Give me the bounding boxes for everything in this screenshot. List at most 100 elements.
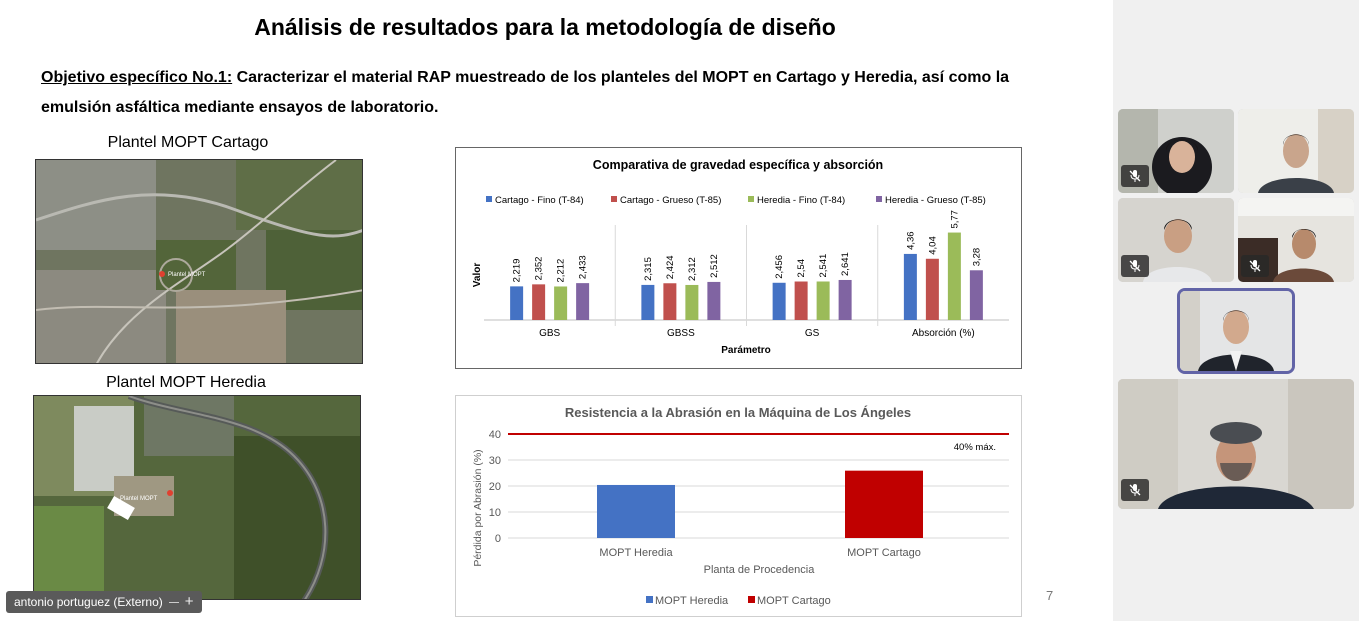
shared-slide: Análisis de resultados para la metodolog… (6, 14, 1054, 617)
slide-title: Análisis de resultados para la metodolog… (254, 14, 836, 40)
chart1-xlabel: Parámetro (721, 345, 770, 356)
chart1-legend-label: Cartago - Fino (T-84) (495, 195, 584, 206)
chart1-ylabel: Valor (472, 263, 483, 288)
chart1-bar (838, 279, 852, 320)
chart1-data-label: 2,512 (709, 254, 720, 278)
chart1-bar (510, 286, 524, 320)
chart2-legend: MOPT Heredia MOPT Cartago (646, 595, 831, 607)
participant-tile-2[interactable] (1238, 109, 1354, 193)
chart1-bar (925, 258, 939, 320)
chart1-data-label: 2,456 (774, 255, 785, 279)
gravity-absorption-chart-svg: Comparativa de gravedad específica y abs… (472, 158, 1009, 356)
chart1-legend: Cartago - Fino (T-84) Cartago - Grueso (T… (486, 195, 986, 206)
chart1-bar (772, 282, 786, 320)
gravity-absorption-chart: Comparativa de gravedad específica y abs… (455, 147, 1022, 369)
chart2-gridlines (508, 433, 1009, 539)
chart1-bar (969, 270, 983, 320)
chart2-category-label: MOPT Cartago (847, 547, 921, 559)
chart2-bar (845, 470, 923, 538)
chart1-data-label: 2,541 (818, 254, 829, 278)
minus-icon[interactable] (168, 601, 179, 603)
chart1-data-label: 2,433 (578, 255, 589, 279)
chart2-category-labels: MOPT Heredia MOPT Cartago (599, 547, 920, 559)
chart1-category-label: Absorción (%) (912, 328, 975, 339)
presenter-name-tag[interactable]: antonio portuguez (Externo) + (6, 591, 202, 613)
presenter-name: antonio portuguez (Externo) (14, 595, 163, 609)
chart1-legend-swatch (611, 196, 617, 202)
chart1-bar (641, 284, 655, 320)
chart1-data-label: 2,315 (643, 257, 654, 281)
chart1-bar (794, 281, 808, 320)
cartago-map-graphic: Plantel MOPT (36, 160, 362, 363)
chart2-legend-swatch (748, 596, 755, 603)
chart1-data-label: 2,212 (556, 259, 567, 283)
chart1-data-label: 2,312 (687, 257, 698, 281)
chart2-bar (597, 484, 675, 538)
active-speaker-video (1180, 291, 1292, 371)
participant-2-video (1238, 109, 1354, 193)
mic-muted-icon (1121, 255, 1149, 277)
chart1-bar (554, 286, 568, 320)
chart1-legend-swatch (486, 196, 492, 202)
chart2-tick-label: 0 (495, 533, 501, 545)
participant-tile-1[interactable] (1118, 109, 1234, 193)
mic-muted-icon (1241, 255, 1269, 277)
chart2-legend-label: MOPT Heredia (655, 595, 729, 607)
chart1-category-labels: GBS GBSS GS Absorción (%) (539, 328, 975, 339)
map2-pin-label: Plantel MOPT (120, 496, 158, 502)
chart1-data-label: 5,77 (949, 210, 960, 229)
chart1-data-label: 2,54 (796, 259, 807, 278)
chart1-bar (903, 253, 917, 320)
chart2-ylabel: Pérdida por Abrasión (%) (472, 449, 484, 566)
participant-tile-4[interactable] (1238, 198, 1354, 282)
cartago-satellite-image: Plantel MOPT (35, 159, 363, 364)
abrasion-chart-svg: Resistencia a la Abrasión en la Máquina … (472, 405, 1009, 607)
chart1-legend-swatch (876, 196, 882, 202)
chart2-bars (597, 470, 923, 538)
heredia-map-graphic: Plantel MOPT (34, 396, 360, 599)
chart1-data-label: 3,28 (971, 248, 982, 267)
chart2-tick-label: 40 (489, 429, 501, 441)
chart1-bar (663, 283, 677, 320)
chart1-category-dividers (614, 225, 879, 326)
chart1-data-label: 4,36 (905, 231, 916, 250)
mic-muted-icon (1121, 165, 1149, 187)
objective-label: Objetivo específico No.1: (41, 69, 233, 86)
map1-caption: Plantel MOPT Cartago (107, 134, 269, 151)
chart2-tick-labels: 0 10 20 30 40 (489, 429, 501, 545)
mic-muted-icon (1121, 479, 1149, 501)
chart1-legend-label: Cartago - Grueso (T-85) (620, 195, 721, 206)
chart1-legend-label: Heredia - Fino (T-84) (757, 195, 845, 206)
participant-3-video (1118, 198, 1234, 282)
chart1-data-label: 2,424 (665, 255, 676, 279)
chart1-bar (685, 284, 699, 320)
chart1-bars: 2,219 2,352 2,212 2,433 2,315 2,424 2,312 2,512… (510, 210, 983, 320)
participants-panel (1113, 0, 1359, 621)
page-number: 7 (1046, 588, 1054, 603)
chart1-bar (576, 283, 590, 320)
chart1-bar (947, 232, 961, 320)
chart2-tick-label: 30 (489, 455, 501, 467)
chart2-xlabel: Planta de Procedencia (704, 564, 816, 576)
chart2-legend-swatch (646, 596, 653, 603)
chart1-data-label: 4,04 (927, 236, 938, 255)
chart1-bar (532, 284, 546, 320)
chart2-tick-label: 10 (489, 507, 501, 519)
chart2-limit-label: 40% máx. (954, 442, 996, 453)
objective-text: Objetivo específico No.1: Caracterizar e… (41, 63, 1051, 123)
chart1-title: Comparativa de gravedad específica y abs… (593, 158, 883, 172)
chart1-legend-label: Heredia - Grueso (T-85) (885, 195, 986, 206)
participant-tile-active-speaker[interactable] (1177, 288, 1295, 374)
participant-tile-3[interactable] (1118, 198, 1234, 282)
chart1-category-label: GBSS (667, 328, 695, 339)
plus-icon[interactable]: + (184, 593, 194, 610)
chart1-category-label: GS (805, 328, 820, 339)
chart1-bar (707, 281, 721, 320)
map2-caption: Plantel MOPT Heredia (106, 374, 266, 391)
chart1-data-label: 2,641 (840, 252, 851, 276)
chart2-legend-label: MOPT Cartago (757, 595, 831, 607)
chart2-limit-line: 40% máx. (508, 433, 1009, 453)
participant-tile-6[interactable] (1118, 379, 1354, 509)
chart1-data-label: 2,352 (534, 257, 545, 281)
